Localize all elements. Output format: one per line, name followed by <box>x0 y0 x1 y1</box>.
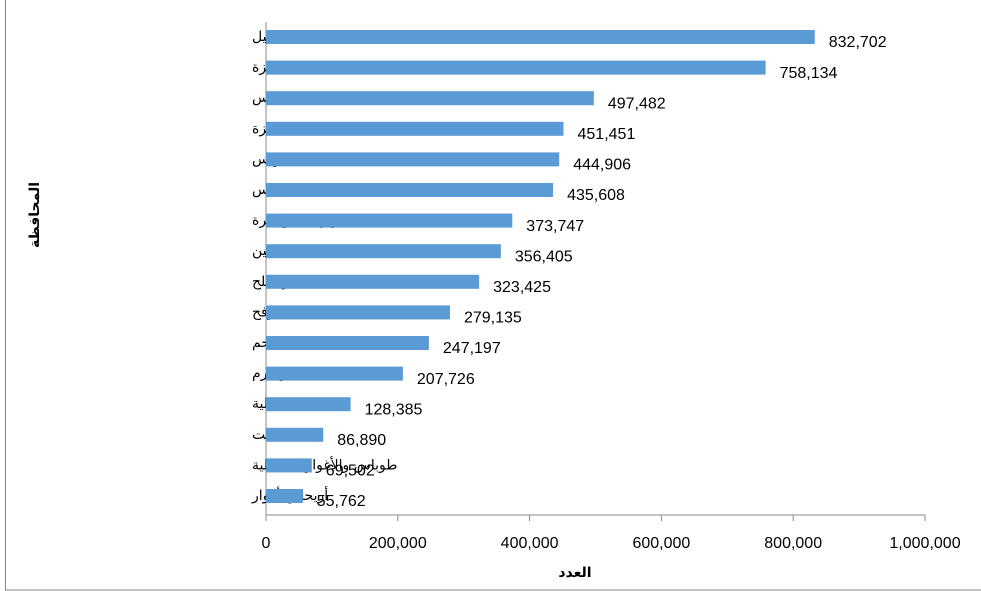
chart-border <box>5 0 981 591</box>
bar <box>266 397 351 412</box>
value-label: 279,135 <box>464 310 522 327</box>
bar <box>266 366 403 381</box>
x-tick-label: 0 <box>262 535 271 552</box>
value-label: 758,134 <box>780 65 838 82</box>
value-label: 323,425 <box>493 279 551 296</box>
value-label: 451,451 <box>578 126 636 143</box>
x-tick-label: 800,000 <box>764 535 822 552</box>
bar <box>266 183 554 197</box>
value-label: 207,726 <box>417 371 475 388</box>
y-axis-title: المحافظة <box>27 182 43 248</box>
value-label: 832,702 <box>829 34 887 51</box>
value-label: 435,608 <box>567 187 625 204</box>
value-label: 247,197 <box>443 340 501 357</box>
value-label: 128,385 <box>365 401 423 418</box>
value-label: 373,747 <box>526 218 584 235</box>
bar <box>266 121 564 136</box>
value-label: 86,890 <box>337 432 386 449</box>
bar <box>266 427 324 442</box>
value-label: 69,502 <box>326 463 375 480</box>
bar <box>266 458 312 473</box>
x-tick-label: 600,000 <box>632 535 690 552</box>
x-tick-label: 200,000 <box>369 535 427 552</box>
bar <box>266 60 766 75</box>
bar <box>266 91 594 106</box>
bar <box>266 30 815 44</box>
bar <box>266 274 480 289</box>
x-tick-label: 1,000,000 <box>889 535 960 552</box>
x-tick-label: 400,000 <box>501 535 559 552</box>
bar <box>266 489 303 503</box>
value-label: 55,762 <box>317 493 366 510</box>
bar <box>266 305 450 320</box>
bar <box>266 336 429 350</box>
value-label: 497,482 <box>608 95 666 112</box>
value-label: 356,405 <box>515 248 573 265</box>
bar <box>266 244 501 259</box>
bar <box>266 152 560 167</box>
value-label: 444,906 <box>573 157 631 174</box>
bar <box>266 213 513 228</box>
x-axis-title: العدد <box>558 565 591 581</box>
